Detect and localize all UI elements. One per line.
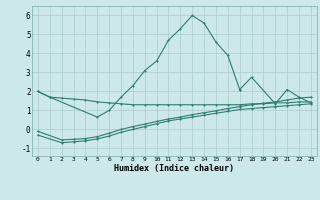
X-axis label: Humidex (Indice chaleur): Humidex (Indice chaleur) [115,164,234,173]
